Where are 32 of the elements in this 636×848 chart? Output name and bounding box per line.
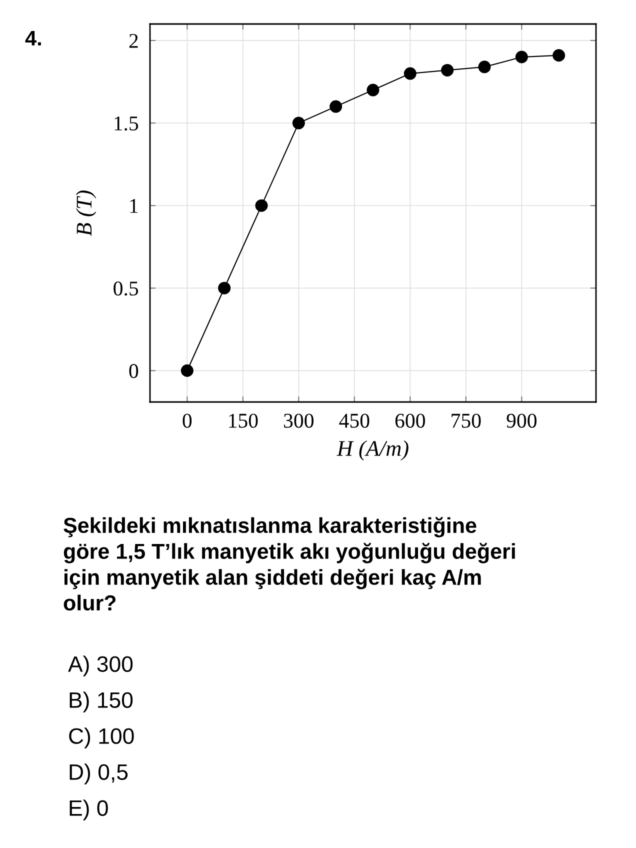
y-tick-label: 1.5 (114, 116, 138, 131)
point (404, 67, 416, 80)
text: Şekildeki mıknatıslanma karakteristiğine göre 1,5 T’lık manyetik akı yoğunluğu değeri için manyetik alan şiddeti değeri kaç A/m olur? (64, 517, 515, 611)
point (255, 199, 268, 212)
text: E) 0 (70, 800, 108, 820)
point (552, 49, 566, 62)
x-tick-label: 300 (284, 414, 314, 428)
point (292, 116, 305, 130)
point (330, 100, 342, 113)
y-tick-label: 1 (130, 199, 138, 213)
text: A) 300 (68, 656, 133, 676)
point (218, 282, 231, 294)
x-tick-label: 750 (452, 414, 481, 428)
text: 4. (25, 31, 41, 46)
point (478, 60, 491, 74)
y-tick-label: 2 (129, 34, 138, 48)
x-tick-label: 600 (395, 414, 425, 428)
y-tick-label: 0 (129, 364, 138, 378)
text: D) 0,5 (70, 764, 128, 784)
y-axis-title: B (T) (76, 190, 96, 236)
x-tick-label: 450 (339, 414, 370, 428)
text: B) 150 (70, 692, 133, 712)
x-tick-label: 0 (182, 414, 192, 428)
y-tick-label: 0.5 (114, 281, 138, 296)
point (366, 84, 380, 96)
x-tick-label: 150 (229, 414, 258, 428)
x-axis-title: H (A/m) (336, 440, 408, 460)
point (441, 64, 454, 76)
point (515, 50, 528, 64)
x-tick-label: 900 (506, 414, 536, 428)
point (180, 364, 194, 377)
text: C) 100 (69, 728, 134, 748)
